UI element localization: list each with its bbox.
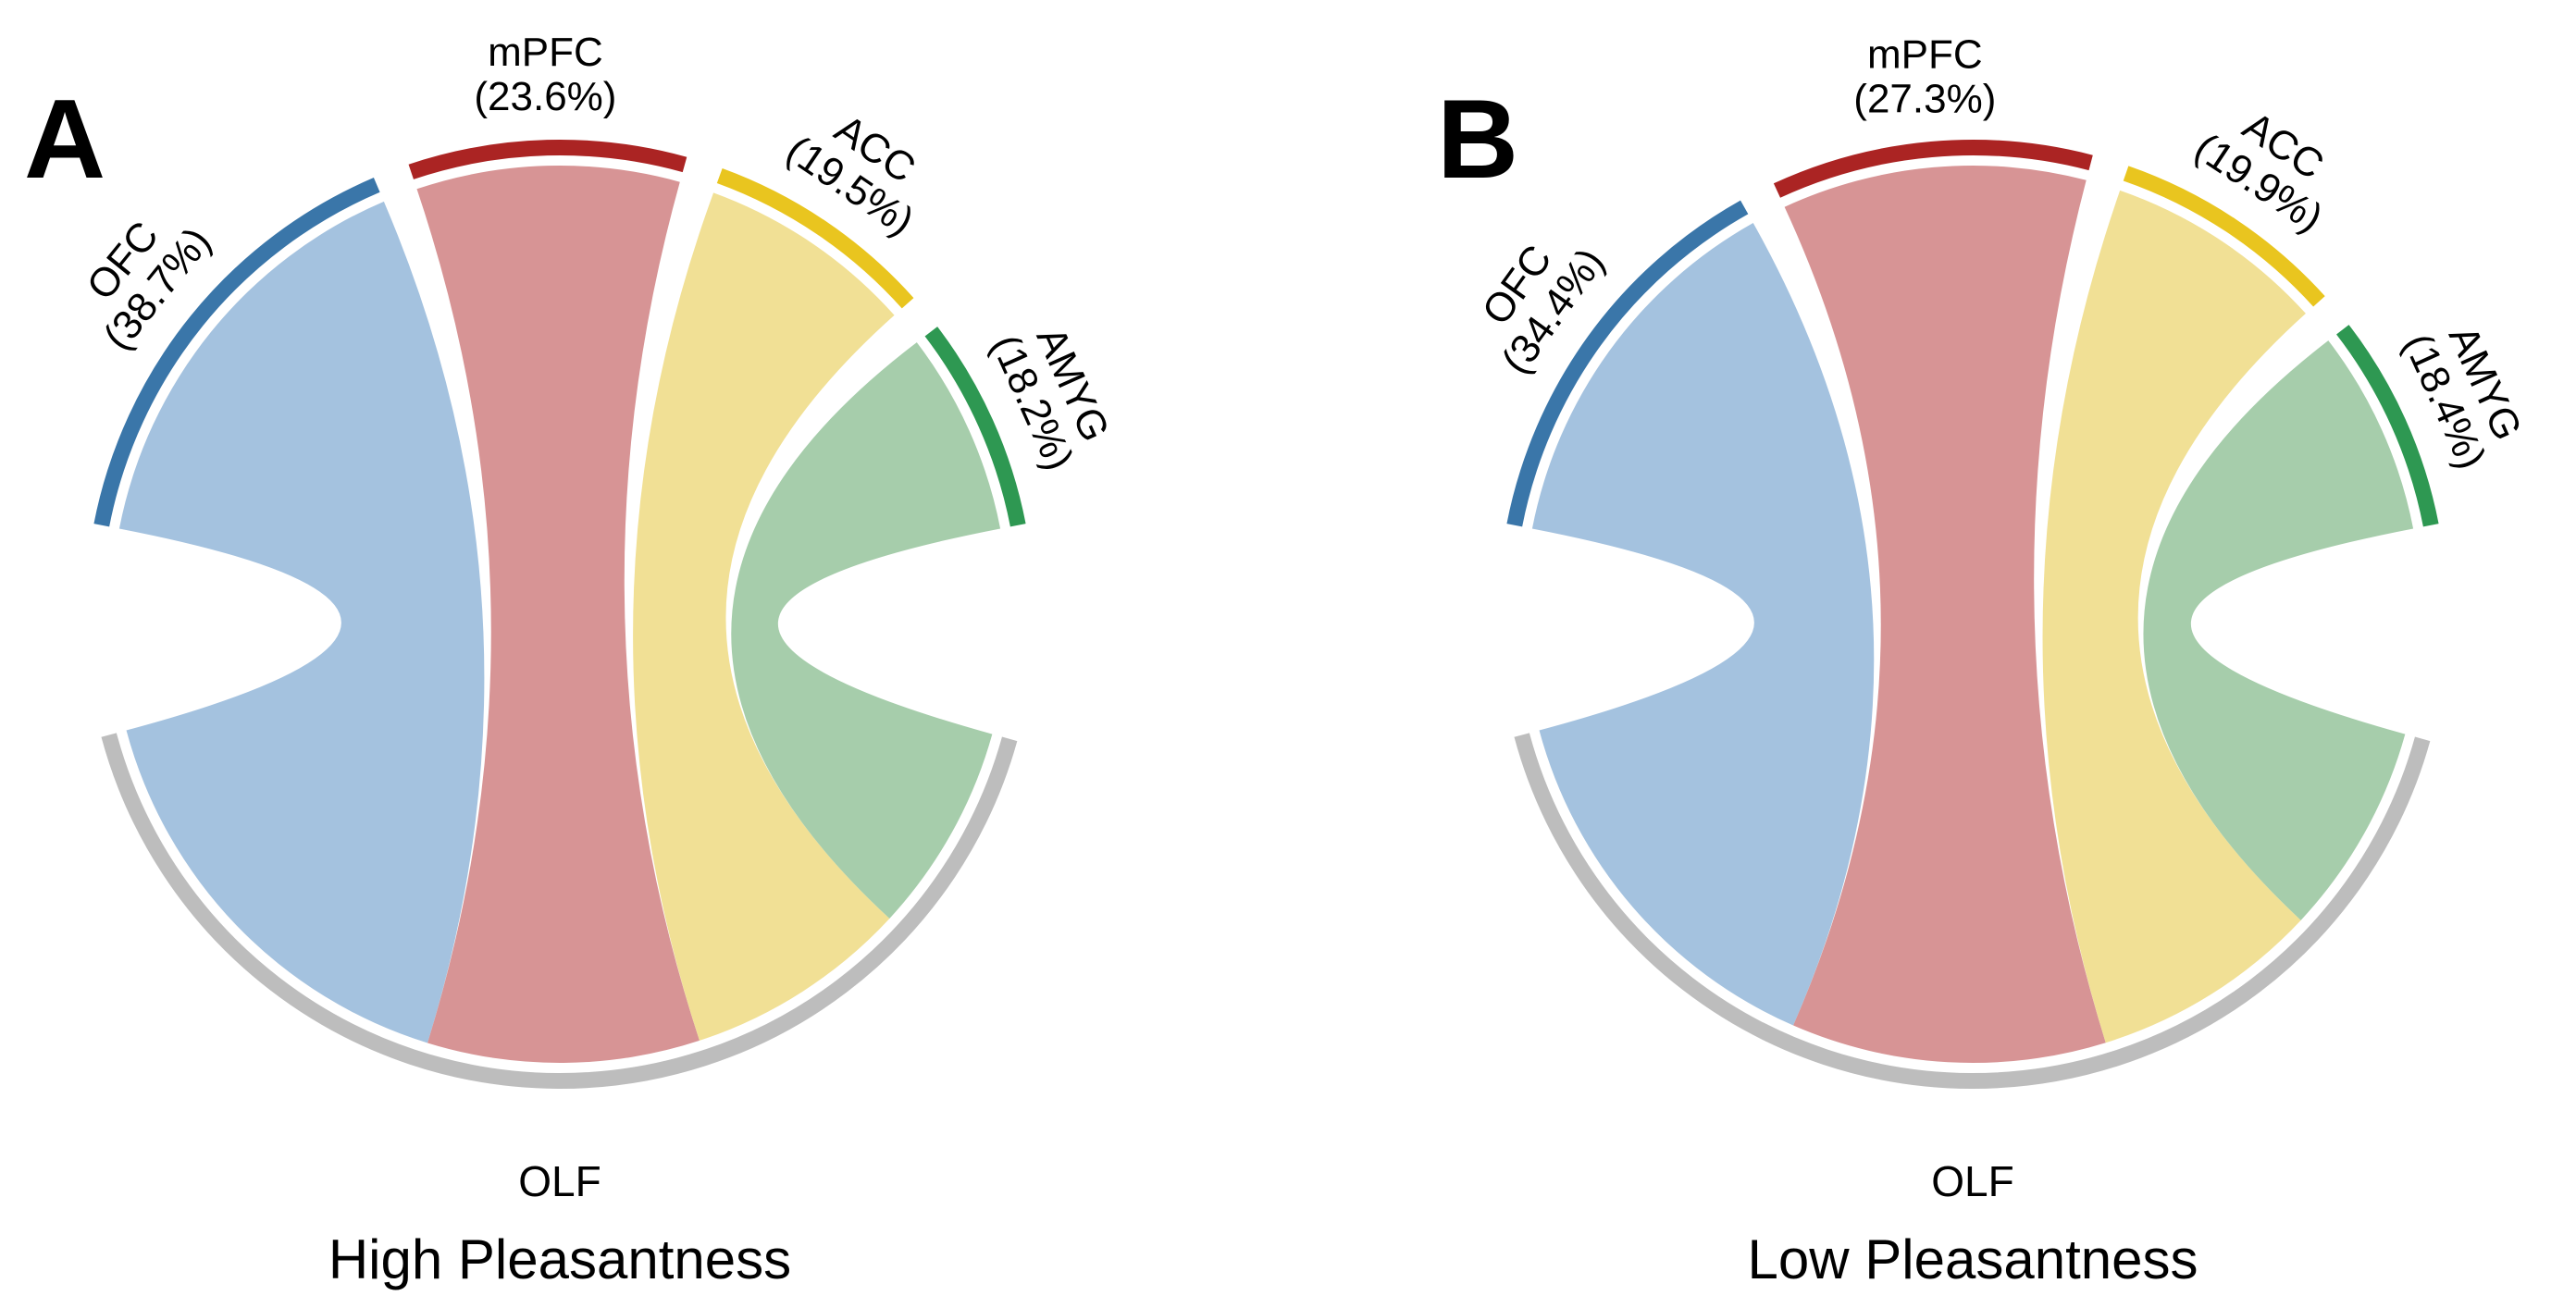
panel-b-letter: B <box>1437 76 1518 202</box>
panel-b-title: Low Pleasantness <box>1748 1228 2198 1290</box>
acc-ribbon <box>2042 190 2306 1043</box>
ofc-arc <box>1506 200 1749 527</box>
mpfc-arc <box>1773 140 2093 198</box>
panel-b: B OFC(34.4%)mPFC (27.3%)ACC(19.9%)AMYG(18… <box>1437 31 2531 1290</box>
amyg-ribbon <box>731 342 1001 919</box>
chord-diagram-low-pleasantness: OFC(34.4%)mPFC (27.3%)ACC(19.9%)AMYG(18.4… <box>1474 31 2531 1089</box>
acc-ribbon <box>633 192 895 1041</box>
hub-label-olf-b: OLF <box>1931 1157 2013 1205</box>
amyg-ribbon <box>2143 340 2414 920</box>
mpfc-arc <box>408 140 687 179</box>
ofc-arc <box>93 178 380 527</box>
panel-a-letter: A <box>24 76 105 202</box>
panel-a-title: High Pleasantness <box>328 1228 791 1290</box>
ofc-ribbon <box>118 201 485 1043</box>
amyg-arc <box>2336 325 2439 527</box>
mpfc-label: mPFC (23.6%) <box>474 30 616 119</box>
panel-a: A OFC(38.7%)mPFC (23.6%)ACC(19.5%)AMYG(18… <box>24 30 1118 1290</box>
mpfc-ribbon <box>416 165 700 1064</box>
mpfc-ribbon <box>1784 165 2106 1064</box>
olf-arc <box>1514 733 2431 1089</box>
mpfc-label: mPFC (27.3%) <box>1853 31 1996 121</box>
acc-arc <box>2123 166 2325 307</box>
olf-arc <box>101 733 1018 1089</box>
amyg-arc <box>924 327 1026 527</box>
acc-arc <box>716 168 914 309</box>
ofc-ribbon <box>1531 223 1875 1026</box>
chord-diagram-high-pleasantness: OFC(38.7%)mPFC (23.6%)ACC(19.5%)AMYG(18.2… <box>78 30 1118 1089</box>
hub-label-olf-a: OLF <box>518 1157 601 1205</box>
